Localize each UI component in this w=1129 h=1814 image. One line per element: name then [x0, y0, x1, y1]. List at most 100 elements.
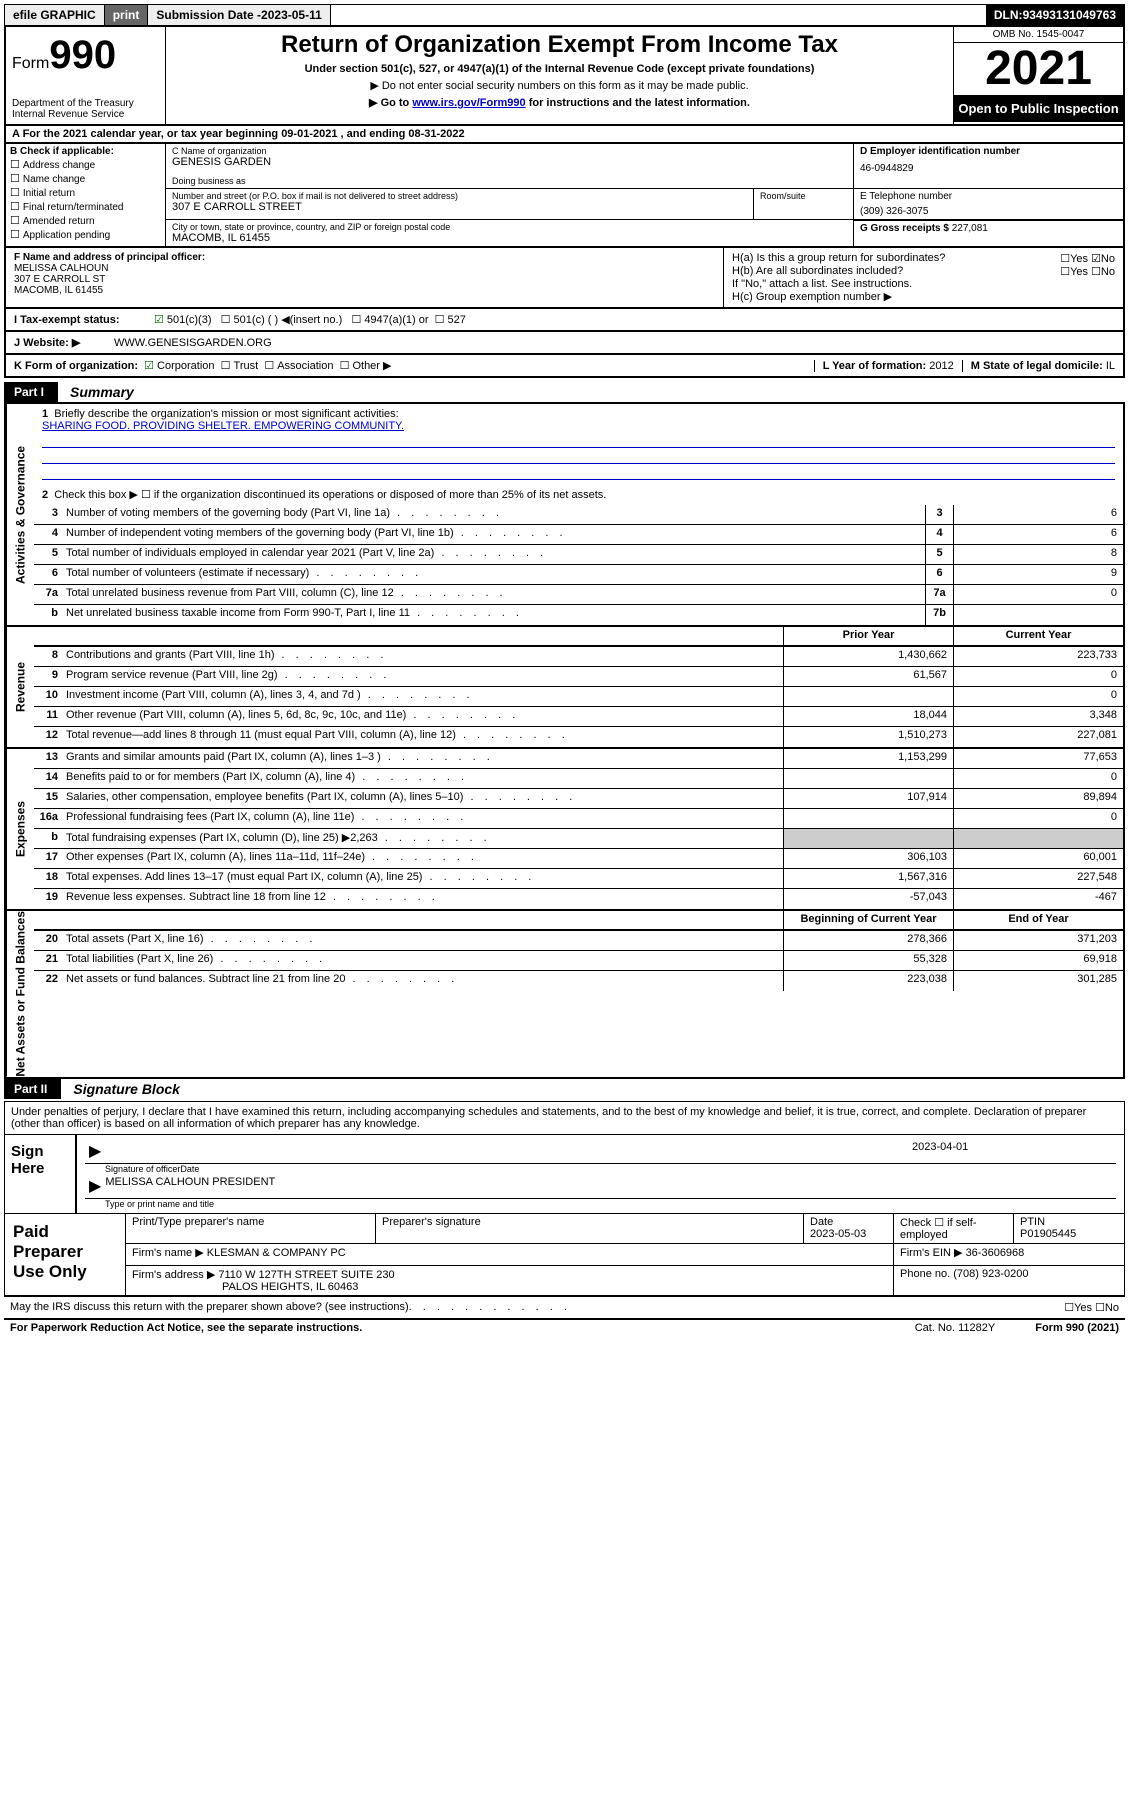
chk-initial-return[interactable]: Initial return [10, 186, 161, 199]
prior-val: 107,914 [783, 789, 953, 808]
ein-cell: D Employer identification number 46-0944… [853, 144, 1123, 188]
line-box: 7a [925, 585, 953, 604]
part-i-title: Summary [58, 384, 134, 400]
form-word: Form [12, 55, 49, 72]
efile-btn[interactable]: efile GRAPHIC [5, 5, 105, 25]
sig-date-label: Date [180, 1164, 380, 1174]
q2-text: Check this box ▶ ☐ if the organization d… [54, 489, 606, 501]
prior-val: 55,328 [783, 951, 953, 970]
prep-h1: Print/Type preparer's name [132, 1216, 369, 1228]
dept-label: Department of the Treasury Internal Reve… [12, 98, 159, 120]
prior-val: 223,038 [783, 971, 953, 991]
dln-value: 93493131049763 [1023, 8, 1116, 22]
f-addr2: MACOMB, IL 61455 [14, 285, 715, 296]
chk-4947[interactable]: 4947(a)(1) or [351, 313, 428, 326]
org-name-value: GENESIS GARDEN [172, 156, 847, 168]
summary-row-11: 11Other revenue (Part VIII, column (A), … [34, 707, 1123, 727]
line-num: 16a [34, 809, 62, 828]
line-desc: Total fundraising expenses (Part IX, col… [62, 829, 783, 848]
row-i-tax-status: I Tax-exempt status: 501(c)(3) 501(c) ( … [4, 309, 1125, 332]
chk-application-pending[interactable]: Application pending [10, 228, 161, 241]
hdr-current-year: Current Year [953, 627, 1123, 645]
mission-text: SHARING FOOD. PROVIDING SHELTER. EMPOWER… [42, 420, 404, 432]
dba-label: Doing business as [172, 176, 847, 186]
line-num: 13 [34, 749, 62, 768]
chk-address-change[interactable]: Address change [10, 158, 161, 171]
chk-corp[interactable]: Corporation [144, 359, 214, 372]
print-btn[interactable]: print [105, 5, 149, 25]
j-label: J Website: ▶ [14, 336, 114, 349]
cat-no: Cat. No. 11282Y [915, 1322, 996, 1334]
sig-arrow-1 [89, 1141, 105, 1161]
line-num: 8 [34, 647, 62, 666]
side-revenue: Revenue [6, 627, 34, 747]
prior-val [783, 829, 953, 848]
prior-val: -57,043 [783, 889, 953, 909]
line-num: 3 [34, 505, 62, 524]
part-ii-header: Part II Signature Block [4, 1079, 1125, 1099]
line-num: 18 [34, 869, 62, 888]
row-j-website: J Website: ▶ WWW.GENESISGARDEN.ORG [4, 332, 1125, 355]
summary-row-5: 5Total number of individuals employed in… [34, 545, 1123, 565]
room-label: Room/suite [760, 191, 847, 201]
summary-row-9: 9Program service revenue (Part VIII, lin… [34, 667, 1123, 687]
chk-final-return[interactable]: Final return/terminated [10, 200, 161, 213]
summary-row-20: 20Total assets (Part X, line 16)278,3663… [34, 931, 1123, 951]
form990-link[interactable]: www.irs.gov/Form990 [412, 97, 525, 109]
hc-label: H(c) Group exemption number ▶ [732, 290, 1115, 303]
ein-label: D Employer identification number [860, 146, 1117, 157]
chk-name-change[interactable]: Name change [10, 172, 161, 185]
sig-name-title: MELISSA CALHOUN PRESIDENT [105, 1176, 275, 1196]
line-num: 15 [34, 789, 62, 808]
chk-527[interactable]: 527 [435, 313, 466, 326]
line-desc: Program service revenue (Part VIII, line… [62, 667, 783, 686]
summary-row-16a: 16aProfessional fundraising fees (Part I… [34, 809, 1123, 829]
chk-trust[interactable]: Trust [221, 359, 259, 372]
rev-hdr-desc [62, 627, 783, 645]
line-num: 9 [34, 667, 62, 686]
efile-label: efile GRAPHIC [13, 8, 96, 22]
line-desc: Revenue less expenses. Subtract line 18 … [62, 889, 783, 909]
part-i-header: Part I Summary [4, 382, 1125, 402]
note2-post: for instructions and the latest informat… [526, 97, 750, 109]
chk-501c3[interactable]: 501(c)(3) [154, 313, 212, 326]
prep-row-firm: Firm's name ▶ KLESMAN & COMPANY PC Firm'… [126, 1244, 1124, 1266]
prep-row-1: Print/Type preparer's name Preparer's si… [126, 1214, 1124, 1244]
mission-block: 1 Briefly describe the organization's mi… [34, 404, 1123, 505]
summary-row-10: 10Investment income (Part VIII, column (… [34, 687, 1123, 707]
form-note-2: ▶ Go to www.irs.gov/Form990 for instruct… [174, 96, 945, 109]
line-num: 14 [34, 769, 62, 788]
firm-name: KLESMAN & COMPANY PC [207, 1247, 346, 1259]
firm-phone: (708) 923-0200 [953, 1268, 1028, 1280]
sig-arrow-2 [89, 1176, 105, 1196]
signature-block: Under penalties of perjury, I declare th… [4, 1101, 1125, 1214]
header-left: Form990 Department of the Treasury Inter… [6, 27, 166, 124]
line-desc: Salaries, other compensation, employee b… [62, 789, 783, 808]
summary-row-21: 21Total liabilities (Part X, line 26)55,… [34, 951, 1123, 971]
line-val: 8 [953, 545, 1123, 564]
paid-preparer-block: Paid Preparer Use Only Print/Type prepar… [4, 1214, 1125, 1296]
part-ii-tag: Part II [4, 1079, 61, 1099]
top-bar: efile GRAPHIC print Submission Date - 20… [4, 4, 1125, 26]
l-cell: L Year of formation: 2012 [814, 360, 954, 372]
org-name-label: C Name of organization [172, 146, 847, 156]
print-label: print [113, 8, 140, 22]
sig-line-1: 2023-04-01 [85, 1139, 1116, 1164]
mission-blank-3 [42, 466, 1115, 480]
summary-row-4: 4Number of independent voting members of… [34, 525, 1123, 545]
net-hdr-desc [62, 911, 783, 929]
gross-value: 227,081 [952, 223, 988, 234]
summary-row-12: 12Total revenue—add lines 8 through 11 (… [34, 727, 1123, 747]
line-num: 7a [34, 585, 62, 604]
chk-other[interactable]: Other ▶ [340, 359, 392, 372]
chk-amended-return[interactable]: Amended return [10, 214, 161, 227]
line-val: 6 [953, 505, 1123, 524]
curr-val: 227,081 [953, 727, 1123, 747]
summary-net-assets: Net Assets or Fund Balances Beginning of… [4, 911, 1125, 1079]
firm-addr1: 7110 W 127TH STREET SUITE 230 [218, 1269, 394, 1281]
prior-val: 1,430,662 [783, 647, 953, 666]
chk-501c[interactable]: 501(c) ( ) ◀(insert no.) [221, 313, 343, 326]
line-desc: Other revenue (Part VIII, column (A), li… [62, 707, 783, 726]
chk-assoc[interactable]: Association [264, 359, 333, 372]
form-note-1: ▶ Do not enter social security numbers o… [174, 79, 945, 92]
